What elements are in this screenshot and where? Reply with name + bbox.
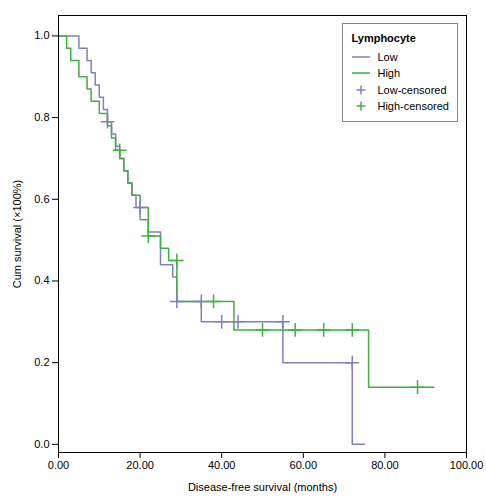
svg-text:0.8: 0.8 [34,111,49,123]
svg-text:0.2: 0.2 [34,356,49,368]
html-text:High-censored: High-censored [377,100,449,112]
svg-text:80.00: 80.00 [371,459,399,471]
svg-text:0.0: 0.0 [34,438,49,450]
svg-text:Disease-free survival (months): Disease-free survival (months) [188,481,337,493]
svg-text:60.00: 60.00 [290,459,318,471]
svg-text:0.6: 0.6 [34,193,49,205]
svg-text:100.00: 100.00 [450,459,484,471]
html-text:High: High [377,67,401,79]
svg-text:1.0: 1.0 [34,29,49,41]
svg-text:40.00: 40.00 [208,459,236,471]
svg-text:20.00: 20.00 [126,459,154,471]
svg-text:0.00: 0.00 [48,459,69,471]
html-text:Low-censored: Low-censored [377,83,447,96]
html-text:Lymphocyte: Lymphocyte [351,32,416,44]
html-text:Low: Low [377,50,398,63]
svg-text:Cum survival (×100%): Cum survival (×100%) [11,180,23,289]
svg-text:0.4: 0.4 [34,274,49,286]
